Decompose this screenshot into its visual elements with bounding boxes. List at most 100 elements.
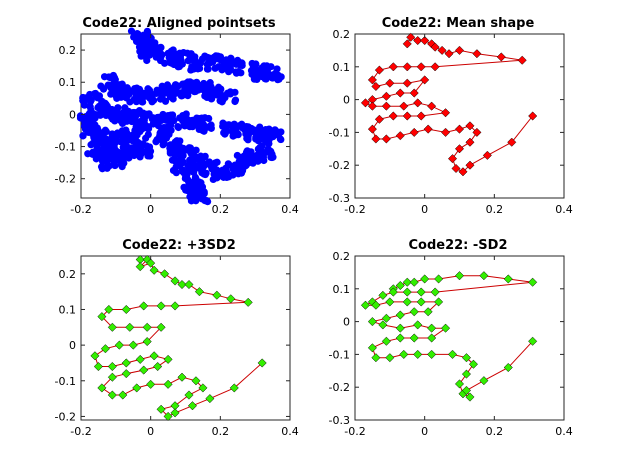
landmark-point bbox=[367, 75, 377, 85]
data-point bbox=[169, 146, 178, 154]
data-point bbox=[250, 65, 259, 73]
landmark-point bbox=[139, 365, 149, 375]
data-point bbox=[202, 169, 210, 177]
data-point bbox=[128, 117, 136, 126]
landmark-point bbox=[461, 385, 472, 396]
data-point bbox=[80, 101, 89, 109]
landmark-point bbox=[160, 269, 170, 279]
data-point bbox=[198, 192, 207, 200]
landmark-point bbox=[121, 304, 131, 315]
landmark-point bbox=[381, 134, 391, 144]
data-point bbox=[161, 97, 170, 105]
y-tick-label: -0.2 bbox=[329, 159, 350, 172]
data-point bbox=[82, 94, 90, 102]
data-point bbox=[170, 117, 178, 125]
data-point bbox=[108, 130, 116, 139]
data-point bbox=[76, 114, 85, 122]
landmark-point bbox=[107, 361, 117, 372]
landmark-point bbox=[381, 91, 391, 101]
data-point bbox=[143, 56, 151, 65]
landmark-point bbox=[360, 300, 371, 310]
panel-plus-3sd2: Code22: +3SD2 -0.2 0 0.2 0.4 -0.2 -0.1 0 0.1 0.… bbox=[55, 238, 299, 438]
landmark-point bbox=[503, 274, 513, 284]
data-point bbox=[104, 156, 112, 164]
data-point bbox=[226, 66, 234, 74]
data-point bbox=[145, 143, 154, 151]
landmark-point bbox=[395, 280, 405, 291]
landmark-point bbox=[360, 98, 371, 108]
landmark-point bbox=[413, 349, 423, 359]
data-point bbox=[112, 83, 120, 91]
landmark-point bbox=[416, 111, 426, 121]
landmark-point bbox=[434, 274, 444, 284]
panel-aligned-pointsets: Code22: Aligned pointsets -0.2 0 0.2 0.4 -0… bbox=[55, 16, 299, 216]
data-point bbox=[217, 85, 225, 93]
series-marks bbox=[360, 32, 538, 177]
landmark-point bbox=[395, 310, 405, 320]
landmark-point bbox=[409, 127, 419, 137]
landmark-point bbox=[441, 323, 451, 333]
data-point bbox=[238, 59, 246, 67]
landmark-point bbox=[447, 349, 458, 359]
data-point bbox=[264, 63, 272, 72]
landmark-point bbox=[146, 379, 156, 389]
landmark-point bbox=[402, 78, 412, 88]
data-point bbox=[125, 90, 133, 99]
landmark-point bbox=[156, 322, 166, 332]
data-point bbox=[232, 130, 240, 138]
landmark-point bbox=[430, 287, 440, 297]
data-point bbox=[213, 166, 221, 174]
data-point bbox=[118, 119, 127, 128]
data-point bbox=[194, 65, 202, 73]
data-point bbox=[131, 144, 139, 152]
landmark-point bbox=[441, 108, 451, 118]
landmark-point bbox=[479, 376, 489, 386]
landmark-point bbox=[416, 297, 426, 307]
panel-mean-shape: Code22: Mean shape -0.2 0 0.2 0.4 -0.3-0.2-… bbox=[329, 16, 573, 216]
landmark-point bbox=[107, 390, 117, 400]
y-tick-label: 0.2 bbox=[59, 268, 77, 281]
x-tick-label: 0 bbox=[147, 425, 154, 438]
data-point bbox=[180, 145, 188, 153]
landmark-point bbox=[100, 344, 110, 354]
data-point bbox=[191, 196, 199, 204]
data-point bbox=[169, 166, 178, 175]
data-point bbox=[182, 115, 190, 123]
data-point bbox=[174, 82, 182, 90]
y-axis-ticks: -0.2 -0.1 0 0.1 0.2 bbox=[55, 44, 290, 186]
data-point bbox=[219, 122, 227, 130]
data-point bbox=[102, 128, 110, 136]
data-point bbox=[182, 121, 190, 130]
landmark-point bbox=[107, 372, 117, 382]
x-tick-label: 0.2 bbox=[486, 425, 504, 438]
data-point bbox=[229, 171, 237, 179]
data-point bbox=[88, 112, 97, 120]
landmark-point bbox=[503, 362, 513, 373]
landmark-point bbox=[482, 150, 492, 160]
data-point bbox=[105, 162, 113, 170]
landmark-point bbox=[409, 88, 419, 98]
x-tick-label: 0.4 bbox=[281, 425, 299, 438]
x-tick-label: 0.2 bbox=[212, 425, 230, 438]
landmark-point bbox=[402, 277, 412, 287]
data-point bbox=[99, 85, 108, 93]
landmark-point bbox=[367, 317, 377, 327]
data-point bbox=[148, 98, 156, 106]
landmark-point bbox=[93, 361, 103, 372]
landmark-point bbox=[465, 160, 475, 170]
landmark-point bbox=[402, 111, 412, 121]
landmark-point bbox=[461, 353, 472, 363]
data-point bbox=[174, 123, 183, 132]
pointset-markers bbox=[76, 27, 285, 206]
data-point bbox=[132, 123, 140, 131]
landmark-point bbox=[371, 353, 381, 363]
x-axis-ticks: -0.2 0 0.2 0.4 bbox=[344, 34, 573, 216]
y-axis-ticks: -0.3 -0.2 -0.1 0 0.1 0.2 bbox=[329, 250, 564, 427]
data-point bbox=[171, 138, 180, 146]
panel-title: Code22: Mean shape bbox=[382, 16, 535, 31]
landmark-point bbox=[465, 392, 475, 402]
landmark-point bbox=[184, 279, 194, 290]
plot-area bbox=[80, 255, 291, 421]
landmark-point bbox=[125, 322, 135, 332]
landmark-point bbox=[406, 32, 416, 42]
